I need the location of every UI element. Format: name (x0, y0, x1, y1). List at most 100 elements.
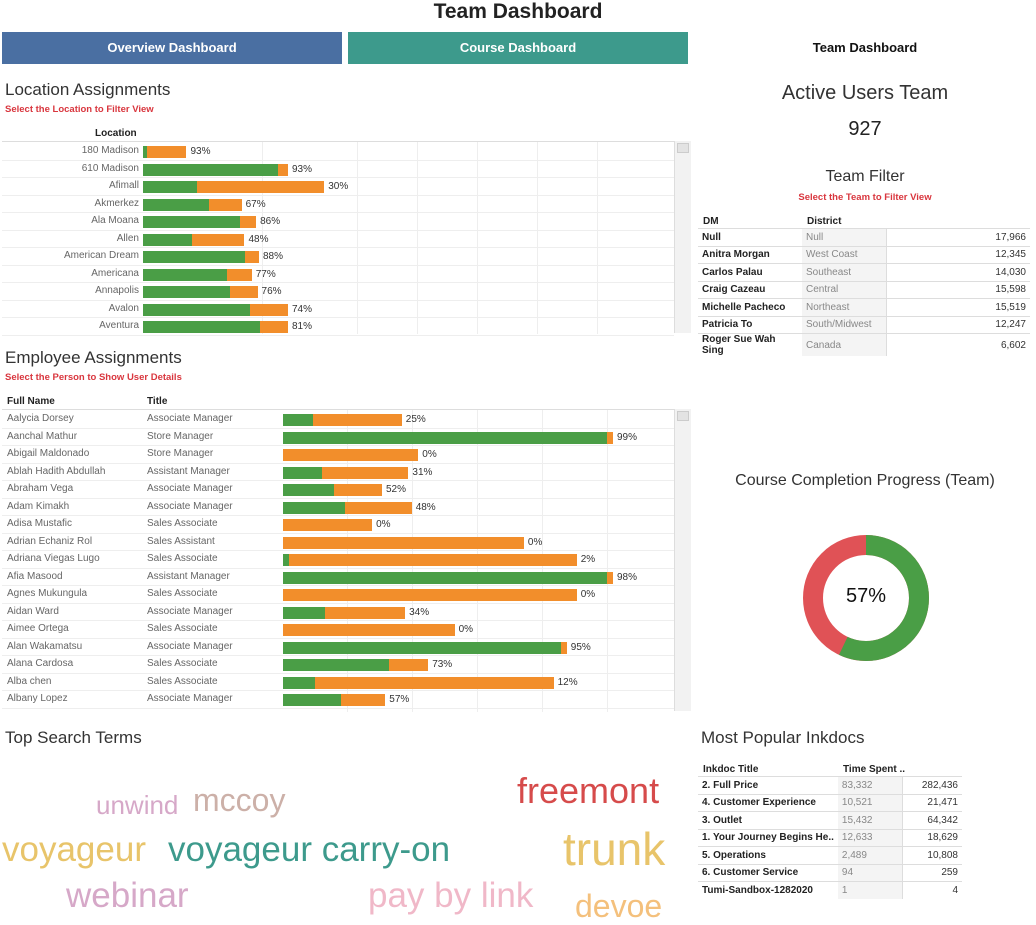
employee-name[interactable]: Alba chen (7, 675, 52, 687)
location-bar-completed[interactable] (143, 303, 251, 316)
inkdoc-title[interactable]: 1. Your Journey Begins He.. (698, 828, 838, 847)
employee-title[interactable]: Associate Manager (147, 483, 233, 494)
employee-bar-remaining[interactable] (560, 641, 567, 654)
location-label[interactable]: 610 Madison (81, 162, 139, 174)
team-dm[interactable]: Anitra Morgan (698, 245, 802, 264)
employee-bar-completed[interactable] (283, 484, 335, 496)
employee-bar-completed[interactable] (283, 659, 389, 671)
employee-bar-remaining[interactable] (315, 676, 554, 689)
employee-bar-completed[interactable] (283, 694, 342, 706)
employee-title[interactable]: Store Manager (147, 448, 214, 459)
search-term-webinar[interactable]: webinar (66, 876, 189, 915)
employee-bar-remaining[interactable] (283, 449, 419, 461)
location-label[interactable]: Aventura (99, 320, 139, 331)
location-label[interactable]: Allen (116, 232, 139, 244)
donut-completed-segment[interactable] (803, 535, 929, 661)
location-bar-remaining[interactable] (209, 198, 242, 211)
employee-name[interactable]: Ablah Hadith Abdullah (7, 465, 106, 477)
inkdoc-row[interactable]: 5. Operations 2,489 10,808 (698, 846, 962, 864)
team-dm[interactable]: Craig Cazeau (698, 280, 802, 299)
employee-name[interactable]: Abigail Maldonado (7, 448, 90, 459)
employee-bar-remaining[interactable] (283, 536, 524, 549)
team-row[interactable]: Carlos Palau Southeast 14,030 (698, 263, 1030, 281)
employee-name[interactable]: Abraham Vega (7, 483, 74, 494)
location-bar-remaining[interactable] (230, 286, 258, 298)
employee-bar-completed[interactable] (283, 606, 325, 619)
location-label[interactable]: American Dream (63, 250, 139, 261)
search-term-voyageur[interactable]: voyageur (2, 830, 146, 869)
location-label[interactable]: Afimall (108, 180, 139, 191)
employee-bar-remaining[interactable] (288, 554, 577, 566)
employee-name[interactable]: Adisa Mustafic (7, 518, 73, 529)
location-label[interactable]: 180 Madison (81, 145, 139, 156)
inkdoc-title[interactable]: 3. Outlet (698, 811, 838, 829)
team-dm[interactable]: Patricia To (698, 315, 802, 334)
employee-bar-remaining[interactable] (388, 659, 429, 671)
location-scroll-thumb[interactable] (677, 143, 689, 153)
inkdoc-title[interactable]: 2. Full Price (698, 776, 838, 794)
location-bar-remaining[interactable] (260, 321, 288, 333)
team-district[interactable]: Central (802, 280, 887, 299)
location-label[interactable]: Ala Moana (91, 215, 139, 226)
team-row[interactable]: Roger Sue Wah Sing Canada 6,602 (698, 333, 1030, 356)
location-bar-remaining[interactable] (197, 181, 325, 193)
team-dm[interactable]: Roger Sue Wah Sing (698, 333, 802, 356)
inkdoc-row[interactable]: 4. Customer Experience 10,521 21,471 (698, 793, 962, 812)
employee-name[interactable]: Albany Lopez (7, 693, 68, 704)
location-bar-completed[interactable] (143, 286, 231, 298)
employee-scrollbar[interactable] (674, 409, 691, 711)
search-term-voyageur-carry-on[interactable]: voyageur carry-on (168, 830, 451, 869)
employee-title[interactable]: Associate Manager (147, 640, 233, 652)
location-bar-remaining[interactable] (147, 146, 187, 158)
employee-title[interactable]: Sales Assistant (147, 535, 215, 547)
inkdoc-row[interactable]: 1. Your Journey Begins He.. 12,633 18,629 (698, 828, 962, 847)
employee-title[interactable]: Associate Manager (147, 605, 233, 617)
employee-name[interactable]: Aanchal Mathur (7, 430, 78, 442)
employee-bar-completed[interactable] (283, 641, 561, 654)
employee-name[interactable]: Adrian Echaniz Rol (7, 535, 93, 547)
employee-bar-remaining[interactable] (312, 414, 402, 426)
location-bar-remaining[interactable] (240, 216, 257, 228)
employee-title[interactable]: Sales Associate (147, 675, 218, 687)
location-scrollbar[interactable] (674, 141, 691, 333)
employee-bar-completed[interactable] (283, 676, 316, 689)
location-bar-completed[interactable] (143, 216, 241, 228)
inkdoc-row[interactable]: Tumi-Sandbox-1282020 1 4 (698, 881, 962, 899)
employee-title[interactable]: Sales Associate (147, 658, 218, 669)
location-bar-completed[interactable] (143, 251, 246, 263)
employee-name[interactable]: Alana Cardosa (7, 658, 74, 669)
employee-bar-remaining[interactable] (283, 624, 455, 636)
employee-bar-remaining[interactable] (283, 589, 577, 601)
team-dm[interactable]: Michelle Pacheco (698, 298, 802, 316)
team-district[interactable]: Null (802, 228, 887, 246)
inkdoc-title[interactable]: 6. Customer Service (698, 863, 838, 882)
team-district[interactable]: Southeast (802, 263, 887, 281)
team-district[interactable]: Northeast (802, 298, 887, 316)
team-district[interactable]: West Coast (802, 245, 887, 264)
team-dm[interactable]: Carlos Palau (698, 263, 802, 281)
location-bar-completed[interactable] (143, 198, 210, 211)
team-district[interactable]: Canada (802, 333, 887, 356)
employee-name[interactable]: Aalycia Dorsey (7, 413, 74, 424)
location-bar-completed[interactable] (143, 146, 148, 158)
location-bar-completed[interactable] (143, 163, 278, 176)
inkdoc-row[interactable]: 2. Full Price 83,332 282,436 (698, 776, 962, 794)
location-label[interactable]: Akmerkez (94, 197, 139, 209)
location-bar-remaining[interactable] (226, 268, 252, 281)
employee-bar-remaining[interactable] (607, 431, 613, 444)
employee-bar-remaining[interactable] (334, 484, 382, 496)
employee-bar-remaining[interactable] (607, 571, 613, 584)
employee-title[interactable]: Assistant Manager (147, 570, 230, 582)
employee-name[interactable]: Afia Masood (7, 570, 63, 582)
team-row[interactable]: Null Null 17,966 (698, 228, 1030, 246)
employee-title[interactable]: Sales Associate (147, 588, 218, 599)
search-term-unwind[interactable]: unwind (96, 790, 179, 820)
team-dashboard-tab[interactable]: Team Dashboard (700, 32, 1030, 64)
inkdoc-title[interactable]: 5. Operations (698, 846, 838, 864)
employee-bar-completed[interactable] (283, 554, 289, 566)
location-bar-remaining[interactable] (250, 303, 288, 316)
employee-name[interactable]: Aimee Ortega (7, 623, 69, 634)
employee-bar-completed[interactable] (283, 414, 313, 426)
team-row[interactable]: Craig Cazeau Central 15,598 (698, 280, 1030, 299)
search-term-freemont[interactable]: freemont (517, 770, 660, 811)
